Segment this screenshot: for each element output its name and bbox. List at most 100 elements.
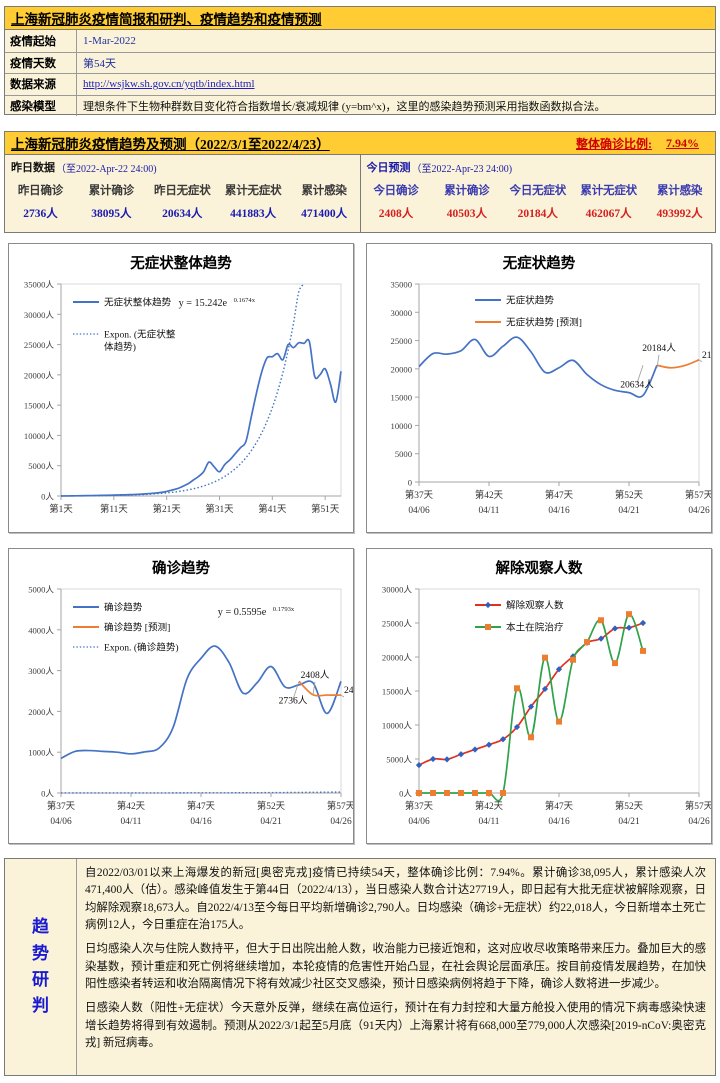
analysis-block: 趋势研判 自2022/03/01以来上海爆发的新冠[奥密克戎]疫情已持续54天，… xyxy=(4,858,716,1076)
chart-series xyxy=(656,359,700,369)
x-axis-tick-label: 第52天 xyxy=(615,800,644,812)
x-axis-tick-label: 第42天 xyxy=(475,489,504,501)
chart-series xyxy=(60,338,342,497)
x-axis-tick-sublabel: 04/26 xyxy=(688,817,710,827)
stat-column-value: 471400人 xyxy=(301,208,348,220)
chart-legend: 无症状整体趋势 Expon. (无症状整体趋势) xyxy=(73,296,176,353)
stats-block: 上海新冠肺炎疫情趋势及预测（2022/3/1至2022/4/23） 整体确诊比例… xyxy=(4,131,716,233)
x-axis-tick-label: 第57天 xyxy=(327,800,353,812)
chart-point-label: 21598人 xyxy=(702,350,711,361)
info-row: 数据来源 http://wsjkw.sh.gov.cn/yqtb/index.ht… xyxy=(5,73,715,95)
stat-column: 累计无症状 462067人 xyxy=(573,179,644,221)
overall-ratio-label: 整体确诊比例: xyxy=(576,136,652,151)
chart-svg: 无症状趋势 0 5000 10000 15000 20000 25000 30000 35000… xyxy=(391,254,711,516)
x-axis-tick-label: 第57天 xyxy=(685,489,711,501)
x-axis-tick-label: 第42天 xyxy=(475,800,504,812)
legend-label: 无症状趋势 xyxy=(506,294,554,306)
data-source-link[interactable]: http://wsjkw.sh.gov.cn/yqtb/index.html xyxy=(83,78,255,91)
y-axis-tick-label: 25000 xyxy=(391,336,412,346)
stat-column-header: 昨日无症状 xyxy=(154,185,211,197)
chart-point-label: 2408人 xyxy=(301,670,330,681)
stat-column: 累计感染 471400人 xyxy=(289,179,360,221)
chart-series xyxy=(60,791,342,794)
info-row: 疫情天数 第54天 xyxy=(5,51,715,73)
stat-column: 累计确诊 38095人 xyxy=(76,179,147,221)
x-axis-tick-label: 第47天 xyxy=(545,489,574,501)
chart-series xyxy=(418,336,658,398)
chart-svg: 无症状整体趋势 0人 5000人 10000人 15000人 20000人 25000人 30… xyxy=(24,254,342,515)
chart-series xyxy=(298,680,342,697)
y-axis-tick-label: 20000人 xyxy=(24,370,54,380)
analysis-label-char: 判 xyxy=(32,996,49,1016)
y-axis-tick-label: 2000人 xyxy=(28,707,54,717)
analysis-label-char: 趋 xyxy=(32,917,49,937)
x-axis-tick-sublabel: 04/06 xyxy=(408,817,430,827)
chart-point-label: 20184人 xyxy=(642,343,676,354)
analysis-paragraph: 日均感染人次与住院人数持平，但大于日出院出舱人数，收治能力已接近饱和，这对应收尽… xyxy=(85,943,706,990)
y-axis-tick-label: 5000人 xyxy=(386,755,412,765)
legend-label: 解除观察人数 xyxy=(506,599,564,611)
x-axis-tick-sublabel: 04/21 xyxy=(618,506,640,516)
x-axis-tick-sublabel: 04/11 xyxy=(478,817,499,827)
x-axis-tick-label: 第11天 xyxy=(100,503,128,515)
legend-label: Expon. (无症状整 xyxy=(104,328,176,340)
x-axis-tick-label: 第51天 xyxy=(311,503,340,515)
svg-text:y = 0.5595e: y = 0.5595e xyxy=(218,607,267,618)
svg-text:y = 15.242e: y = 15.242e xyxy=(179,298,228,309)
legend-label: Expon. (确诊趋势) xyxy=(104,641,179,653)
trendline-equation: y = 15.242e 0.1674x xyxy=(179,297,256,309)
info-row-key: 数据来源 xyxy=(5,74,77,95)
stat-column: 累计感染 493992人 xyxy=(644,179,715,221)
x-axis-tick-label: 第37天 xyxy=(405,800,434,812)
svg-text:0.1793x: 0.1793x xyxy=(273,606,295,613)
y-axis-tick-label: 1000人 xyxy=(28,748,54,758)
info-row: 疫情起始 1-Mar-2022 xyxy=(5,30,715,52)
analysis-paragraph: 自2022/03/01以来上海爆发的新冠[奥密克戎]疫情已持续54天，整体确诊比… xyxy=(85,867,706,931)
stat-column-header: 累计确诊 xyxy=(444,185,490,197)
stat-column-header: 累计感染 xyxy=(656,185,703,197)
stat-column: 昨日无症状 20634人 xyxy=(147,179,218,221)
y-axis-tick-label: 5000人 xyxy=(28,461,54,471)
stat-column: 今日确诊 2408人 xyxy=(361,179,432,221)
stats-title-bar: 上海新冠肺炎疫情趋势及预测（2022/3/1至2022/4/23） 整体确诊比例… xyxy=(5,132,715,155)
chart-released-observation: 解除观察人数 0人 5000人 10000人 15000人 20000人 25000人 300… xyxy=(366,548,712,844)
y-axis-tick-label: 20000人 xyxy=(382,653,412,663)
info-row-key: 疫情起始 xyxy=(5,30,77,52)
y-axis-tick-label: 20000 xyxy=(391,364,412,374)
y-axis-tick-label: 0 xyxy=(408,478,412,488)
chart-title: 无症状整体趋势 xyxy=(130,254,232,272)
info-row: 感染模型 理想条件下生物种群数目变化符合指数增长/衰减规律 (y=bm^x)，这里… xyxy=(5,94,715,116)
x-axis-tick-label: 第47天 xyxy=(545,800,574,812)
stat-column-value: 20184人 xyxy=(517,208,558,220)
svg-text:0.1674x: 0.1674x xyxy=(234,297,256,304)
x-axis-tick-label: 第52天 xyxy=(257,800,286,812)
stat-column: 累计确诊 40503人 xyxy=(431,179,502,221)
stat-column-value: 2408人 xyxy=(378,208,414,220)
info-row-value: 理想条件下生物种群数目变化符合指数增长/衰减规律 (y=bm^x)，这里的感染趋… xyxy=(83,100,606,113)
legend-label: 确诊趋势 xyxy=(104,601,143,613)
x-axis-tick-label: 第57天 xyxy=(685,800,711,812)
stat-column-value: 38095人 xyxy=(91,208,132,220)
y-axis-tick-label: 5000人 xyxy=(28,585,54,595)
info-row-key: 疫情天数 xyxy=(5,52,77,73)
stats-today-columns: 今日确诊 2408人 累计确诊 40503人 今日无症状 20184人 累计无症状 46206… xyxy=(361,179,716,221)
x-axis-tick-sublabel: 04/06 xyxy=(50,817,72,827)
x-axis-tick-sublabel: 04/21 xyxy=(618,817,640,827)
x-axis-tick-label: 第47天 xyxy=(187,800,216,812)
x-axis-tick-label: 第37天 xyxy=(47,800,76,812)
x-axis-tick-sublabel: 04/06 xyxy=(408,506,430,516)
stat-column: 昨日确诊 2736人 xyxy=(5,179,76,221)
stats-yesterday-label: 昨日数据 xyxy=(11,162,55,174)
x-axis-tick-sublabel: 04/26 xyxy=(330,817,352,827)
stat-column-value: 462067人 xyxy=(585,208,632,220)
x-axis-tick-label: 第41天 xyxy=(258,503,287,515)
analysis-vertical-label: 趋势研判 xyxy=(5,859,77,1075)
stat-column-header: 今日确诊 xyxy=(373,185,419,197)
stat-column-value: 441883人 xyxy=(230,208,277,220)
chart-asymptomatic-overall: 无症状整体趋势 0人 5000人 10000人 15000人 20000人 25000人 30… xyxy=(8,243,354,533)
chart-series xyxy=(415,619,647,769)
